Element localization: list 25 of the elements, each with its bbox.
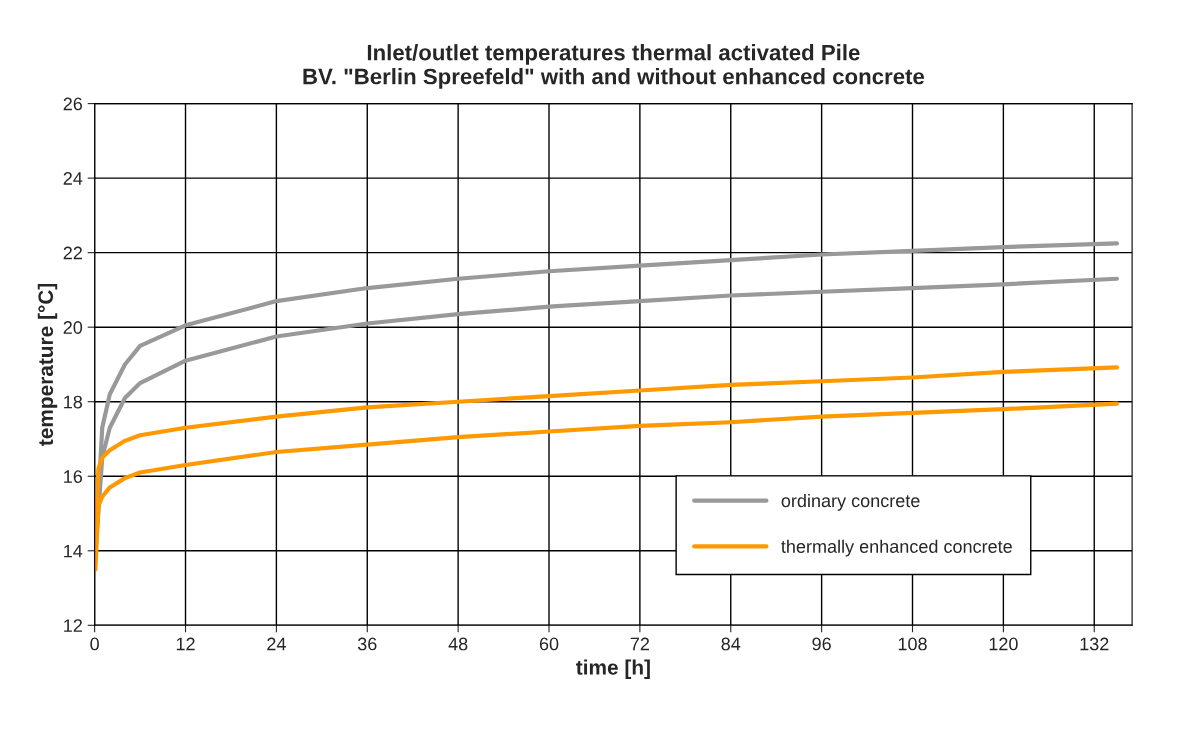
- y-tick-label: 14: [64, 544, 83, 558]
- x-tick-label: 72: [630, 637, 650, 651]
- y-tick-label: 12: [64, 619, 82, 632]
- x-tick-label: 0: [90, 637, 99, 651]
- x-tick-label: 108: [898, 637, 927, 651]
- chart-title: Inlet/outlet temperatures thermal activated Pile BV. "Berlin Spreefeld" with and without enhanced concrete: [303, 44, 925, 89]
- x-tick-label: 48: [448, 637, 468, 651]
- x-tick-label: 84: [721, 637, 741, 651]
- y-tick-label: 24: [63, 172, 83, 185]
- x-tick-label: 132: [1080, 637, 1109, 651]
- x-tick-label: 12: [176, 637, 195, 651]
- y-tick-label: 26: [63, 97, 83, 111]
- x-tick-label: 120: [989, 637, 1018, 651]
- x-tick-label: 60: [539, 637, 559, 651]
- legend-label: ordinary concrete: [781, 493, 920, 511]
- y-tick-label: 18: [64, 395, 83, 409]
- x-tick-label: 36: [357, 637, 377, 651]
- y-tick-label: 22: [63, 246, 82, 260]
- x-tick-label: 96: [812, 637, 831, 651]
- legend-label: thermally enhanced concrete: [781, 539, 1012, 557]
- x-axis-title: time [h]: [576, 659, 650, 679]
- y-tick-label: 20: [63, 321, 83, 334]
- y-tick-label: 16: [64, 470, 83, 483]
- y-axis-title: temperature [°C]: [37, 283, 58, 446]
- x-tick-label: 24: [267, 637, 286, 651]
